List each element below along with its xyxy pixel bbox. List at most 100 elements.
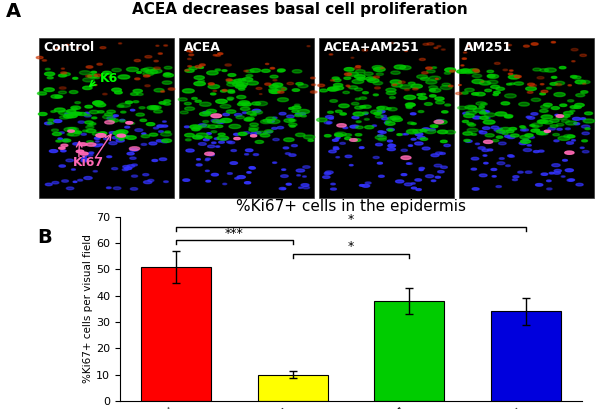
Text: K6: K6 — [100, 72, 118, 85]
Circle shape — [38, 112, 47, 116]
Circle shape — [325, 116, 334, 119]
Circle shape — [416, 75, 428, 79]
Circle shape — [496, 136, 503, 138]
Circle shape — [505, 94, 516, 98]
Circle shape — [125, 135, 129, 137]
Circle shape — [308, 139, 314, 142]
Circle shape — [521, 140, 530, 143]
Circle shape — [521, 127, 526, 129]
Circle shape — [377, 135, 383, 137]
Circle shape — [335, 110, 342, 112]
Circle shape — [570, 110, 575, 112]
Title: %Ki67+ cells in the epidermis: %Ki67+ cells in the epidermis — [236, 199, 466, 214]
Circle shape — [64, 128, 76, 132]
Circle shape — [436, 101, 445, 104]
Circle shape — [135, 129, 143, 132]
Circle shape — [272, 162, 277, 163]
Circle shape — [113, 187, 121, 189]
Circle shape — [270, 67, 275, 69]
Circle shape — [496, 87, 505, 90]
Circle shape — [440, 153, 445, 155]
Circle shape — [353, 112, 364, 116]
Circle shape — [519, 142, 527, 144]
Circle shape — [208, 153, 214, 155]
Circle shape — [352, 116, 359, 119]
Circle shape — [417, 136, 425, 139]
Circle shape — [100, 47, 106, 49]
Circle shape — [539, 120, 548, 123]
Circle shape — [365, 182, 371, 184]
Circle shape — [324, 121, 332, 124]
Circle shape — [265, 130, 273, 133]
Circle shape — [464, 114, 474, 117]
Circle shape — [359, 184, 364, 186]
Circle shape — [59, 132, 64, 134]
Circle shape — [549, 172, 554, 174]
Circle shape — [162, 81, 172, 84]
Circle shape — [145, 56, 152, 58]
Circle shape — [387, 148, 395, 151]
Circle shape — [356, 70, 365, 73]
Circle shape — [467, 106, 476, 109]
Circle shape — [86, 141, 93, 143]
Circle shape — [273, 79, 277, 81]
Circle shape — [189, 54, 194, 56]
Circle shape — [122, 169, 128, 171]
Circle shape — [388, 140, 392, 142]
Circle shape — [220, 119, 232, 123]
Circle shape — [375, 135, 386, 139]
Circle shape — [545, 68, 556, 72]
Circle shape — [238, 103, 246, 106]
Circle shape — [532, 123, 542, 127]
Circle shape — [449, 70, 455, 72]
Circle shape — [152, 160, 158, 162]
Circle shape — [331, 80, 334, 81]
Circle shape — [576, 94, 585, 97]
Circle shape — [335, 133, 344, 137]
Circle shape — [565, 169, 574, 172]
Circle shape — [416, 189, 421, 191]
Circle shape — [71, 169, 76, 170]
Circle shape — [430, 88, 441, 92]
Circle shape — [389, 144, 393, 145]
Circle shape — [51, 111, 56, 112]
Circle shape — [286, 183, 291, 185]
Circle shape — [135, 78, 140, 80]
Circle shape — [204, 112, 210, 114]
Circle shape — [107, 117, 115, 120]
Circle shape — [96, 134, 106, 137]
Circle shape — [281, 175, 288, 178]
Circle shape — [76, 112, 82, 115]
Circle shape — [212, 142, 216, 144]
Circle shape — [245, 117, 254, 120]
Circle shape — [362, 92, 368, 94]
Circle shape — [514, 75, 521, 78]
Circle shape — [164, 45, 167, 46]
Circle shape — [523, 129, 529, 131]
Circle shape — [134, 59, 140, 62]
Circle shape — [317, 118, 327, 122]
Circle shape — [531, 98, 541, 101]
Circle shape — [298, 84, 308, 88]
Circle shape — [58, 138, 62, 139]
Circle shape — [523, 139, 529, 141]
Circle shape — [567, 179, 574, 181]
Circle shape — [334, 83, 343, 87]
Circle shape — [44, 88, 54, 92]
Circle shape — [506, 165, 511, 166]
Circle shape — [151, 106, 161, 109]
Circle shape — [385, 122, 389, 124]
Circle shape — [109, 142, 117, 145]
Circle shape — [485, 111, 490, 113]
Circle shape — [479, 81, 491, 85]
Circle shape — [137, 72, 142, 73]
Circle shape — [343, 91, 349, 94]
Circle shape — [362, 184, 370, 187]
Circle shape — [479, 174, 487, 177]
Circle shape — [296, 113, 302, 115]
Circle shape — [196, 164, 202, 166]
Circle shape — [141, 69, 149, 72]
Circle shape — [302, 176, 307, 177]
Circle shape — [572, 76, 581, 79]
Circle shape — [46, 183, 52, 186]
